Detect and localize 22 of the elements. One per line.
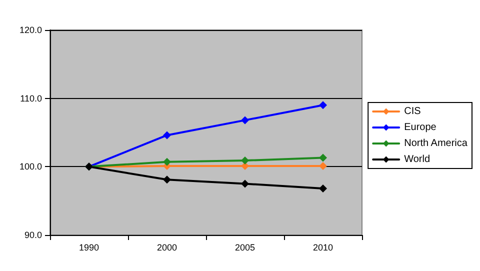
y-tick-label: 110.0 [20, 93, 42, 104]
point [241, 116, 249, 124]
point [319, 184, 327, 193]
x-tick-label: 2005 [234, 242, 256, 252]
point [319, 101, 327, 110]
y-tick-label: 90.0 [24, 230, 42, 240]
legend-label: CIS [404, 106, 422, 117]
y-tick-label: 100.0 [19, 162, 42, 172]
point [319, 162, 327, 170]
legend-label: World [404, 154, 430, 165]
point [163, 176, 171, 184]
point [241, 156, 249, 165]
y-tick-label: 120.0 [19, 25, 42, 35]
point [241, 180, 249, 188]
legend-label: Europe [404, 122, 437, 133]
legend-label: North America [404, 138, 468, 149]
point [319, 154, 327, 162]
point [163, 158, 171, 166]
x-tick-label: 2000 [156, 242, 178, 252]
x-tick-label: 2010 [312, 242, 334, 252]
x-tick-label: 1990 [78, 242, 100, 252]
point [163, 131, 171, 140]
